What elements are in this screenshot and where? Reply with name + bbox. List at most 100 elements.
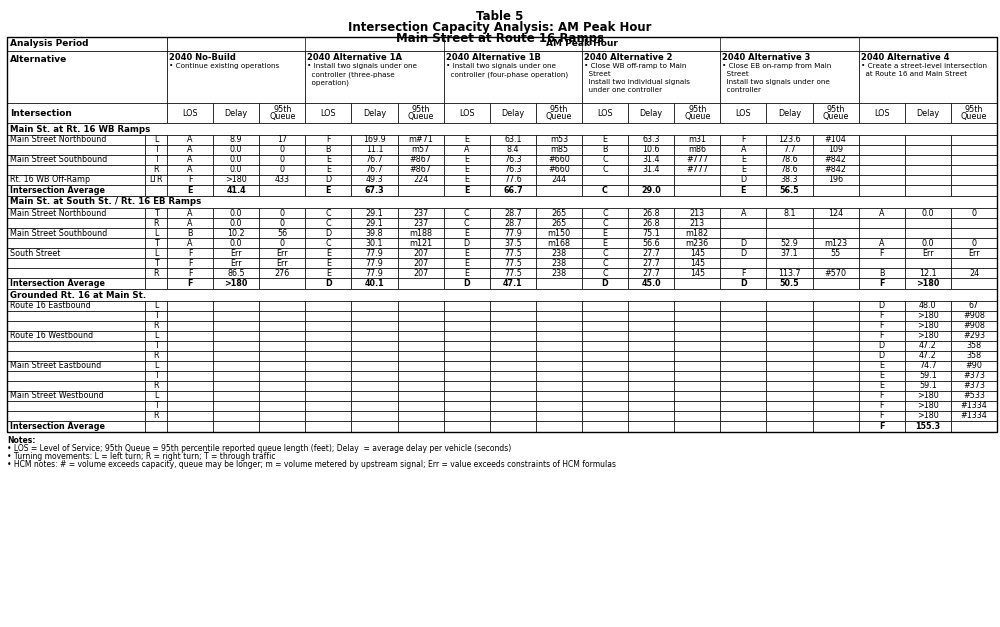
Bar [536, 208, 582, 218]
Bar [259, 103, 305, 123]
Bar [7, 381, 145, 391]
Bar [905, 248, 951, 258]
Bar [905, 135, 951, 145]
Bar [490, 301, 536, 311]
Bar [398, 331, 444, 341]
Bar [213, 155, 259, 165]
Bar [145, 411, 167, 421]
Bar [7, 371, 145, 381]
Text: Intersection Average: Intersection Average [10, 279, 105, 288]
Bar [351, 208, 398, 218]
Bar [351, 185, 398, 196]
Bar [951, 208, 997, 218]
Bar [766, 103, 813, 123]
Bar [582, 218, 628, 228]
Bar [167, 278, 213, 289]
Text: 56.5: 56.5 [780, 186, 799, 195]
Bar [305, 421, 351, 432]
Bar [351, 391, 398, 401]
Text: E: E [879, 362, 884, 371]
Text: Route 16 Eastbound: Route 16 Eastbound [10, 302, 91, 310]
Bar [351, 155, 398, 165]
Bar [628, 341, 674, 351]
Bar [859, 401, 905, 411]
Bar [167, 37, 997, 51]
Text: 37.1: 37.1 [781, 248, 798, 258]
Bar [444, 165, 490, 175]
Bar [766, 401, 813, 411]
Text: 8.1: 8.1 [783, 209, 796, 218]
Bar [582, 145, 628, 155]
Bar [674, 311, 720, 321]
Bar [536, 228, 582, 238]
Text: 56: 56 [277, 228, 287, 238]
Text: 26.8: 26.8 [642, 209, 660, 218]
Bar [259, 321, 305, 331]
Bar [167, 421, 213, 432]
Text: A: A [879, 209, 884, 218]
Bar [628, 228, 674, 238]
Bar [259, 371, 305, 381]
Bar [351, 258, 398, 268]
Bar [351, 268, 398, 278]
Bar [905, 238, 951, 248]
Bar [628, 218, 674, 228]
Text: B: B [187, 228, 193, 238]
Text: F: F [879, 279, 884, 288]
Text: operation): operation) [307, 79, 349, 85]
Bar [720, 351, 766, 361]
Bar [628, 278, 674, 289]
Bar [628, 311, 674, 321]
Bar [351, 165, 398, 175]
Text: D: D [740, 248, 746, 258]
Text: 0.0: 0.0 [230, 218, 242, 228]
Text: 0.0: 0.0 [230, 238, 242, 248]
Bar [859, 371, 905, 381]
Bar [859, 258, 905, 268]
Bar [398, 371, 444, 381]
Bar [628, 331, 674, 341]
Bar [145, 258, 167, 268]
Text: Main Street Southbound: Main Street Southbound [10, 155, 107, 164]
Bar [720, 208, 766, 218]
Bar [351, 411, 398, 421]
Bar [536, 155, 582, 165]
Bar [305, 248, 351, 258]
Bar [444, 268, 490, 278]
Text: 28.7: 28.7 [504, 209, 522, 218]
Bar [951, 371, 997, 381]
Bar [582, 421, 628, 432]
Text: 12.1: 12.1 [919, 268, 937, 278]
Bar [628, 301, 674, 311]
Bar [674, 401, 720, 411]
Bar [628, 185, 674, 196]
Text: 10.2: 10.2 [227, 228, 245, 238]
Text: E: E [326, 258, 331, 268]
Bar [628, 248, 674, 258]
Bar [951, 421, 997, 432]
Text: #660: #660 [548, 155, 570, 164]
Bar [167, 228, 213, 238]
Bar [145, 155, 167, 165]
Bar [766, 321, 813, 331]
Bar [674, 361, 720, 371]
Text: A: A [187, 155, 193, 164]
Text: 47.2: 47.2 [919, 352, 937, 361]
Bar [536, 371, 582, 381]
Bar [167, 401, 213, 411]
Bar [305, 103, 351, 123]
Text: 237: 237 [413, 209, 428, 218]
Text: 2040 Alternative 4: 2040 Alternative 4 [861, 53, 949, 62]
Text: 26.8: 26.8 [642, 218, 660, 228]
Bar [351, 361, 398, 371]
Bar [213, 103, 259, 123]
Bar [398, 381, 444, 391]
Bar [674, 391, 720, 401]
Bar [145, 391, 167, 401]
Bar [351, 238, 398, 248]
Bar [444, 371, 490, 381]
Bar [720, 218, 766, 228]
Text: 169.9: 169.9 [363, 135, 386, 144]
Text: 17: 17 [277, 135, 287, 144]
Bar [7, 351, 145, 361]
